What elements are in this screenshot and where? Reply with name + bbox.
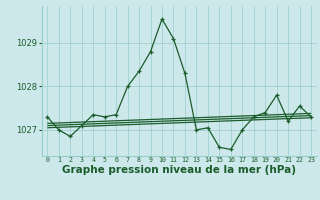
X-axis label: Graphe pression niveau de la mer (hPa): Graphe pression niveau de la mer (hPa)	[62, 165, 296, 175]
